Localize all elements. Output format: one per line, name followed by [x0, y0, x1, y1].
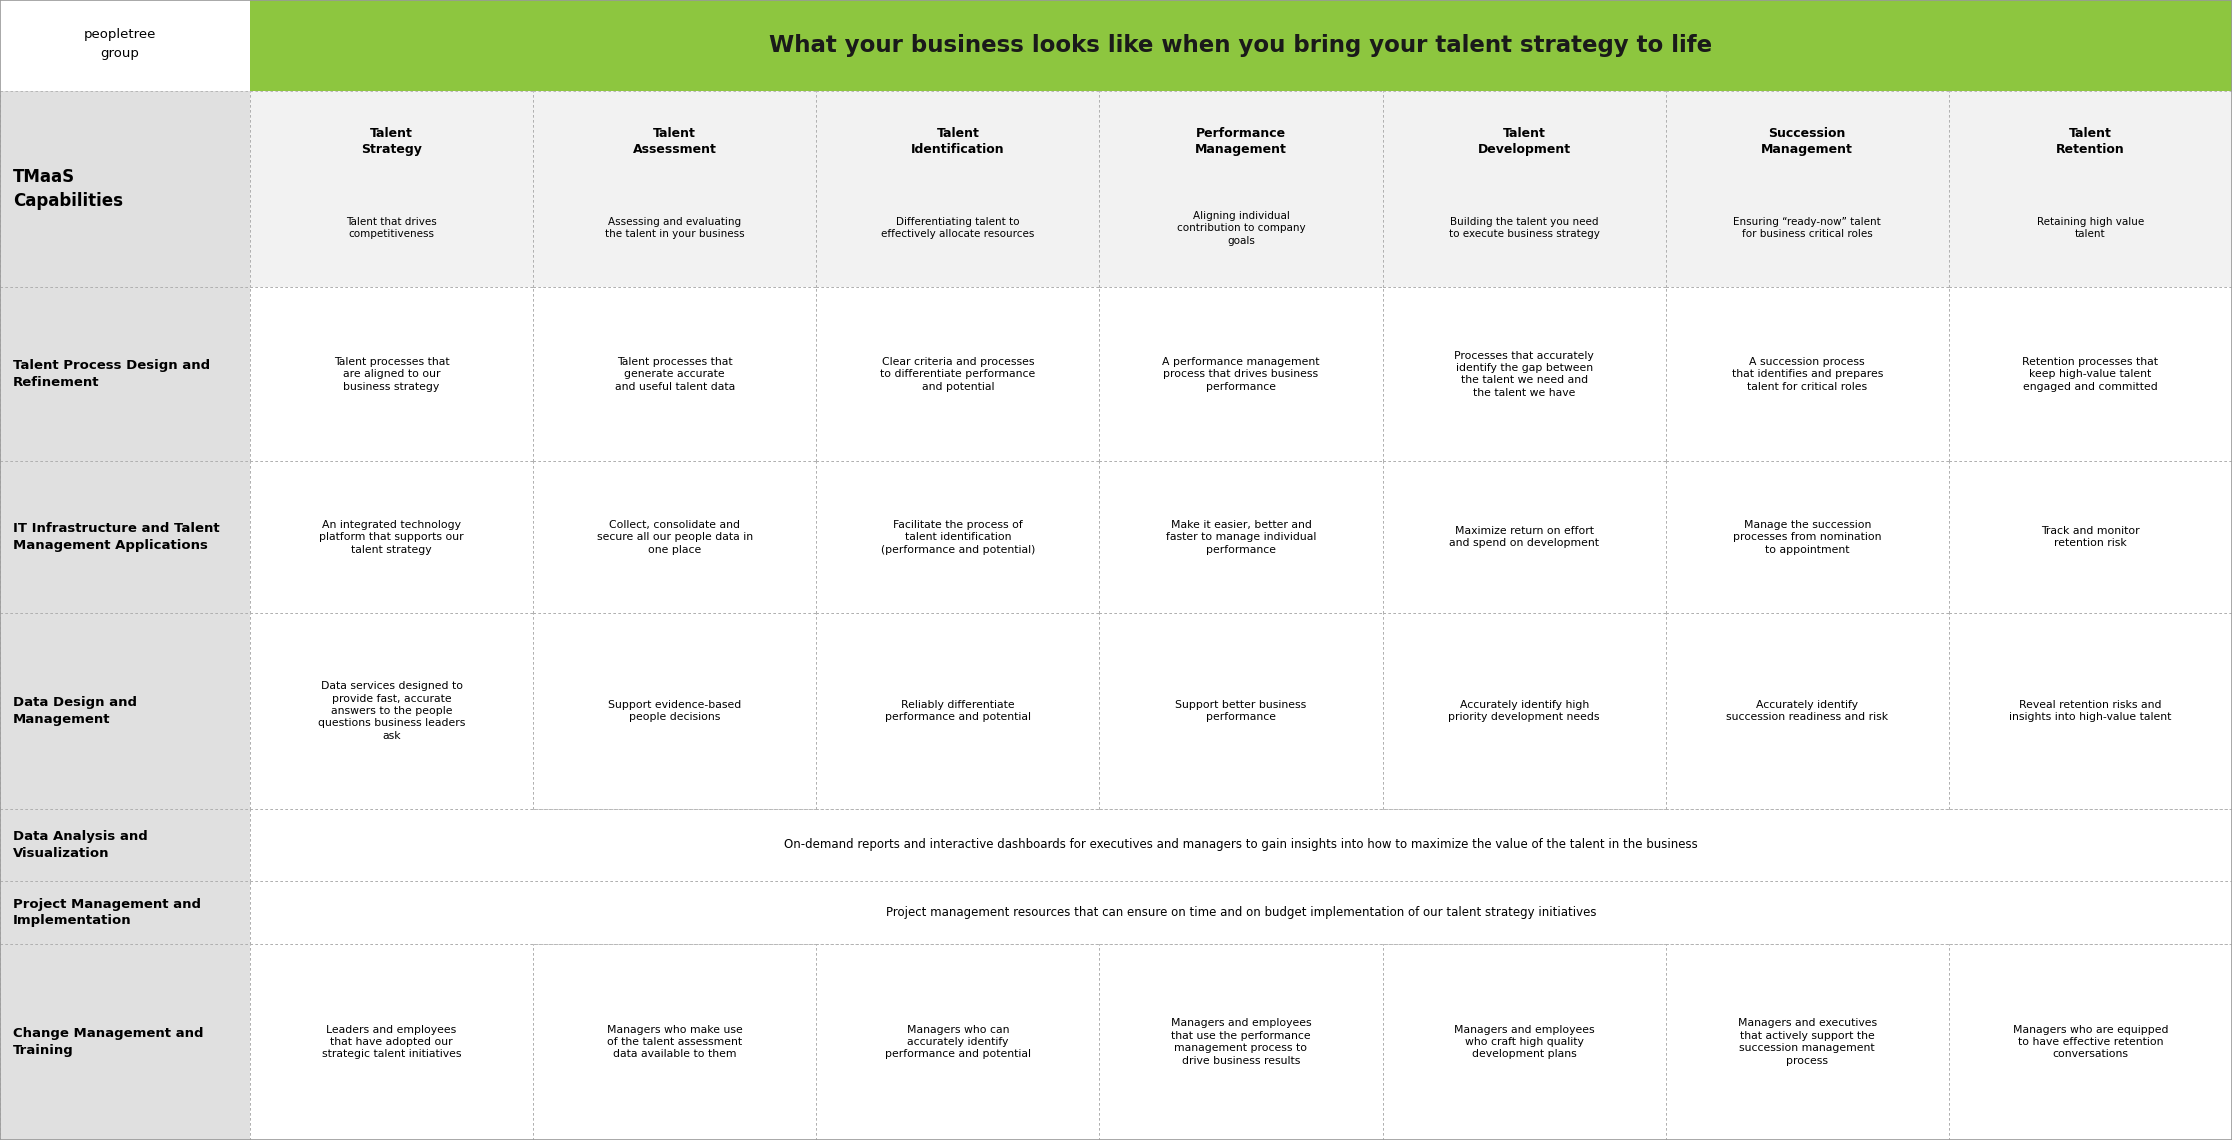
Text: Data Design and
Management: Data Design and Management	[13, 697, 136, 726]
Bar	[250, 944, 533, 1140]
Bar	[1100, 462, 1382, 613]
Bar	[1949, 462, 2232, 613]
Text: Talent Process Design and
Refinement: Talent Process Design and Refinement	[13, 359, 210, 389]
Text: An integrated technology
platform that supports our
talent strategy: An integrated technology platform that s…	[319, 520, 464, 554]
Text: peopletree
group: peopletree group	[85, 27, 156, 59]
Text: Succession
Management: Succession Management	[1761, 128, 1853, 156]
Text: Managers who are equipped
to have effective retention
conversations: Managers who are equipped to have effect…	[2013, 1025, 2167, 1059]
Text: Clear criteria and processes
to differentiate performance
and potential: Clear criteria and processes to differen…	[879, 357, 1036, 391]
Bar	[533, 613, 817, 809]
Bar	[533, 462, 817, 613]
Bar	[1665, 462, 1949, 613]
Text: Performance
Management: Performance Management	[1194, 128, 1288, 156]
Bar	[0, 91, 250, 287]
Bar	[1665, 944, 1949, 1140]
Text: Support better business
performance: Support better business performance	[1176, 700, 1306, 722]
Text: Collect, consolidate and
secure all our people data in
one place: Collect, consolidate and secure all our …	[596, 520, 752, 554]
Text: TMaaS
Capabilities: TMaaS Capabilities	[13, 168, 123, 210]
Text: Managers and employees
who craft high quality
development plans: Managers and employees who craft high qu…	[1453, 1025, 1594, 1059]
Text: Talent
Assessment: Talent Assessment	[634, 128, 716, 156]
Text: Ensuring “ready-now” talent
for business critical roles: Ensuring “ready-now” talent for business…	[1734, 217, 1882, 239]
Bar	[250, 462, 533, 613]
Text: Differentiating talent to
effectively allocate resources: Differentiating talent to effectively al…	[882, 217, 1036, 239]
Text: Reliably differentiate
performance and potential: Reliably differentiate performance and p…	[884, 700, 1031, 722]
Bar	[1949, 944, 2232, 1140]
Bar	[817, 91, 1100, 287]
Text: Managers who make use
of the talent assessment
data available to them: Managers who make use of the talent asse…	[607, 1025, 743, 1059]
Bar	[1382, 91, 1665, 287]
Bar	[817, 287, 1100, 462]
Bar	[1665, 613, 1949, 809]
Bar	[250, 613, 533, 809]
Bar	[533, 944, 817, 1140]
Text: A succession process
that identifies and prepares
talent for critical roles: A succession process that identifies and…	[1732, 357, 1884, 391]
Text: Accurately identify high
priority development needs: Accurately identify high priority develo…	[1449, 700, 1600, 722]
Bar	[1949, 91, 2232, 287]
Text: Make it easier, better and
faster to manage individual
performance: Make it easier, better and faster to man…	[1165, 520, 1317, 554]
Bar	[0, 613, 250, 809]
Bar	[250, 0, 2232, 91]
Text: Talent
Development: Talent Development	[1478, 128, 1571, 156]
Bar	[1665, 287, 1949, 462]
Bar	[0, 0, 250, 91]
Text: Track and monitor
retention risk: Track and monitor retention risk	[2040, 526, 2140, 548]
Text: Project management resources that can ensure on time and on budget implementatio: Project management resources that can en…	[886, 906, 1596, 919]
Bar	[1382, 944, 1665, 1140]
Text: Managers and employees
that use the performance
management process to
drive busi: Managers and employees that use the perf…	[1172, 1018, 1312, 1066]
Text: Talent processes that
generate accurate
and useful talent data: Talent processes that generate accurate …	[614, 357, 734, 391]
Text: A performance management
process that drives business
performance: A performance management process that dr…	[1163, 357, 1319, 391]
Text: Talent
Strategy: Talent Strategy	[362, 128, 422, 156]
Bar	[1949, 613, 2232, 809]
Bar	[1949, 287, 2232, 462]
Text: Talent
Retention: Talent Retention	[2056, 128, 2125, 156]
Bar	[0, 287, 250, 462]
Bar	[1382, 462, 1665, 613]
Bar	[533, 91, 817, 287]
Text: Managers who can
accurately identify
performance and potential: Managers who can accurately identify per…	[884, 1025, 1031, 1059]
Bar	[533, 287, 817, 462]
Text: Talent processes that
are aligned to our
business strategy: Talent processes that are aligned to our…	[335, 357, 449, 391]
Text: Reveal retention risks and
insights into high-value talent: Reveal retention risks and insights into…	[2009, 700, 2172, 722]
Text: Talent that drives
competitiveness: Talent that drives competitiveness	[346, 217, 437, 239]
Bar	[250, 809, 2232, 881]
Bar	[0, 462, 250, 613]
Text: Project Management and
Implementation: Project Management and Implementation	[13, 898, 201, 927]
Text: Aligning individual
contribution to company
goals: Aligning individual contribution to comp…	[1176, 211, 1306, 245]
Bar	[250, 881, 2232, 944]
Text: Facilitate the process of
talent identification
(performance and potential): Facilitate the process of talent identif…	[882, 520, 1036, 554]
Bar	[1665, 91, 1949, 287]
Bar	[817, 613, 1100, 809]
Bar	[250, 287, 533, 462]
Bar	[1382, 613, 1665, 809]
Text: Leaders and employees
that have adopted our
strategic talent initiatives: Leaders and employees that have adopted …	[321, 1025, 462, 1059]
Text: Data Analysis and
Visualization: Data Analysis and Visualization	[13, 830, 147, 860]
Text: On-demand reports and interactive dashboards for executives and managers to gain: On-demand reports and interactive dashbo…	[783, 838, 1699, 852]
Text: Retention processes that
keep high-value talent
engaged and committed: Retention processes that keep high-value…	[2022, 357, 2158, 391]
Text: What your business looks like when you bring your talent strategy to life: What your business looks like when you b…	[770, 34, 1712, 57]
Text: Processes that accurately
identify the gap between
the talent we need and
the ta: Processes that accurately identify the g…	[1455, 350, 1594, 398]
Text: Building the talent you need
to execute business strategy: Building the talent you need to execute …	[1449, 217, 1600, 239]
Text: Retaining high value
talent: Retaining high value talent	[2038, 217, 2145, 239]
Text: Accurately identify
succession readiness and risk: Accurately identify succession readiness…	[1725, 700, 1888, 722]
Text: Maximize return on effort
and spend on development: Maximize return on effort and spend on d…	[1449, 526, 1598, 548]
Bar	[0, 881, 250, 944]
Text: Change Management and
Training: Change Management and Training	[13, 1027, 203, 1057]
Bar	[0, 944, 250, 1140]
Text: Support evidence-based
people decisions: Support evidence-based people decisions	[607, 700, 741, 722]
Bar	[1100, 613, 1382, 809]
Text: Talent
Identification: Talent Identification	[911, 128, 1004, 156]
Text: Managers and executives
that actively support the
succession management
process: Managers and executives that actively su…	[1739, 1018, 1877, 1066]
Bar	[1100, 91, 1382, 287]
Text: Data services designed to
provide fast, accurate
answers to the people
questions: Data services designed to provide fast, …	[317, 681, 464, 741]
Text: Manage the succession
processes from nomination
to appointment: Manage the succession processes from nom…	[1732, 520, 1882, 554]
Bar	[817, 944, 1100, 1140]
Bar	[1100, 944, 1382, 1140]
Bar	[1382, 287, 1665, 462]
Text: IT Infrastructure and Talent
Management Applications: IT Infrastructure and Talent Management …	[13, 522, 219, 552]
Bar	[1100, 287, 1382, 462]
Bar	[250, 91, 533, 287]
Bar	[817, 462, 1100, 613]
Bar	[0, 809, 250, 881]
Text: Assessing and evaluating
the talent in your business: Assessing and evaluating the talent in y…	[605, 217, 745, 239]
